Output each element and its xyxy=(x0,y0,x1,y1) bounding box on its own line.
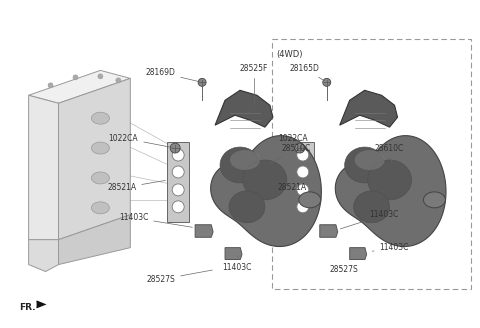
Polygon shape xyxy=(350,248,367,259)
Ellipse shape xyxy=(423,192,445,208)
Bar xyxy=(167,142,189,222)
Text: 1022CA: 1022CA xyxy=(108,133,172,148)
Ellipse shape xyxy=(229,191,265,223)
Text: 28521A: 28521A xyxy=(278,180,307,193)
Ellipse shape xyxy=(345,147,384,183)
Polygon shape xyxy=(211,136,321,247)
Circle shape xyxy=(297,166,309,178)
Circle shape xyxy=(297,149,309,161)
Circle shape xyxy=(295,143,305,153)
Ellipse shape xyxy=(355,150,384,170)
Ellipse shape xyxy=(230,150,260,170)
Text: 11403C: 11403C xyxy=(119,213,192,227)
Polygon shape xyxy=(336,136,446,247)
Ellipse shape xyxy=(91,172,109,184)
Circle shape xyxy=(172,149,184,161)
Text: 28525F: 28525F xyxy=(240,64,268,106)
Ellipse shape xyxy=(91,142,109,154)
Text: 28165D: 28165D xyxy=(290,64,324,81)
Circle shape xyxy=(297,184,309,196)
Circle shape xyxy=(323,78,331,86)
Circle shape xyxy=(170,143,180,153)
Polygon shape xyxy=(215,90,273,127)
Text: 11403C: 11403C xyxy=(340,210,399,229)
Text: 28510C: 28510C xyxy=(270,144,311,164)
Bar xyxy=(272,38,471,290)
Polygon shape xyxy=(225,248,242,259)
Polygon shape xyxy=(340,90,397,127)
Text: FR.: FR. xyxy=(19,303,35,312)
Text: 11403C: 11403C xyxy=(222,256,252,272)
Text: 1022CA: 1022CA xyxy=(278,133,308,148)
Circle shape xyxy=(297,201,309,213)
Ellipse shape xyxy=(220,147,260,183)
Polygon shape xyxy=(29,240,59,272)
Circle shape xyxy=(172,166,184,178)
Circle shape xyxy=(198,78,206,86)
Text: 28521A: 28521A xyxy=(107,180,166,193)
Circle shape xyxy=(172,201,184,213)
Circle shape xyxy=(98,74,103,79)
Text: (4WD): (4WD) xyxy=(276,51,302,59)
Text: 11403C: 11403C xyxy=(372,243,409,252)
Polygon shape xyxy=(59,78,130,240)
Circle shape xyxy=(73,75,78,80)
Polygon shape xyxy=(36,300,47,308)
Ellipse shape xyxy=(299,192,321,208)
Polygon shape xyxy=(29,95,59,240)
Polygon shape xyxy=(195,225,213,237)
Ellipse shape xyxy=(354,191,390,223)
Text: 28527S: 28527S xyxy=(330,265,359,274)
Ellipse shape xyxy=(91,202,109,214)
Circle shape xyxy=(48,83,53,88)
Polygon shape xyxy=(29,71,130,103)
Polygon shape xyxy=(320,225,338,237)
Circle shape xyxy=(116,78,121,83)
Circle shape xyxy=(172,184,184,196)
Text: 28527S: 28527S xyxy=(146,270,212,284)
Text: 28169D: 28169D xyxy=(145,68,199,82)
Ellipse shape xyxy=(368,160,411,200)
Bar xyxy=(292,142,314,222)
Ellipse shape xyxy=(91,112,109,124)
Polygon shape xyxy=(59,215,130,265)
Ellipse shape xyxy=(243,160,287,200)
Text: 28610C: 28610C xyxy=(374,144,404,162)
